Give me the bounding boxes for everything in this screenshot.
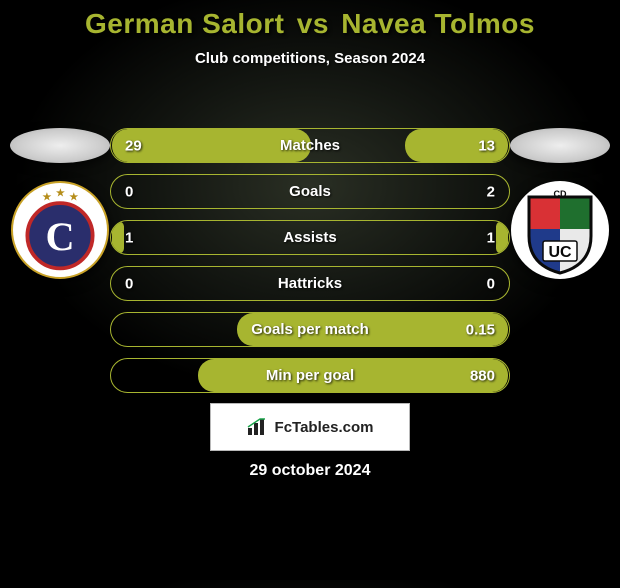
brand-text: FcTables.com <box>275 419 374 436</box>
footer-date: 29 october 2024 <box>0 462 620 480</box>
player-right-name: Navea Tolmos <box>341 8 535 39</box>
club-badge-right: UC CD <box>511 181 609 279</box>
stat-label: Hattricks <box>278 275 342 292</box>
bars-icon <box>247 418 269 436</box>
title-separator: vs <box>297 8 329 39</box>
svg-text:★: ★ <box>42 191 52 203</box>
svg-text:CD: CD <box>554 189 567 199</box>
stat-label: Goals <box>289 183 331 200</box>
stat-row: Min per goal 880 <box>110 358 510 393</box>
stat-label: Matches <box>280 137 340 154</box>
stat-label: Assists <box>283 229 336 246</box>
stat-row: 1 Assists 1 <box>110 220 510 255</box>
right-player-column: UC CD <box>505 128 615 279</box>
stat-value-left: 0 <box>125 183 133 200</box>
player-silhouette-left <box>10 128 110 163</box>
stat-value-left: 0 <box>125 275 133 292</box>
svg-text:★: ★ <box>55 187 65 199</box>
stat-label: Min per goal <box>266 367 354 384</box>
stat-bar-left <box>112 221 124 254</box>
stat-value-right: 0 <box>487 275 495 292</box>
stat-row: 0 Hattricks 0 <box>110 266 510 301</box>
stat-bar-right <box>496 221 508 254</box>
stat-label: Goals per match <box>251 321 369 338</box>
stat-value-right: 2 <box>487 183 495 200</box>
subtitle: Club competitions, Season 2024 <box>0 50 620 67</box>
stats-container: 29 Matches 13 0 Goals 2 1 Assists 1 0 Hattricks 0 Go… <box>110 128 510 393</box>
stat-value-right: 1 <box>487 229 495 246</box>
svg-text:UC: UC <box>548 244 572 261</box>
stat-row: 29 Matches 13 <box>110 128 510 163</box>
stat-value-left: 1 <box>125 229 133 246</box>
brand-badge: FcTables.com <box>210 403 410 451</box>
player-silhouette-right <box>510 128 610 163</box>
left-player-column: ★ ★ ★ C <box>5 128 115 279</box>
svg-text:C: C <box>45 214 74 259</box>
stat-value-left: 29 <box>125 137 142 154</box>
stat-value-right: 0.15 <box>466 321 495 338</box>
club-badge-left: ★ ★ ★ C <box>11 181 109 279</box>
stat-value-right: 880 <box>470 367 495 384</box>
svg-text:★: ★ <box>69 191 79 203</box>
stat-value-right: 13 <box>478 137 495 154</box>
stat-row: Goals per match 0.15 <box>110 312 510 347</box>
stat-row: 0 Goals 2 <box>110 174 510 209</box>
player-left-name: German Salort <box>85 8 284 39</box>
page-title: German Salort vs Navea Tolmos <box>0 8 620 40</box>
